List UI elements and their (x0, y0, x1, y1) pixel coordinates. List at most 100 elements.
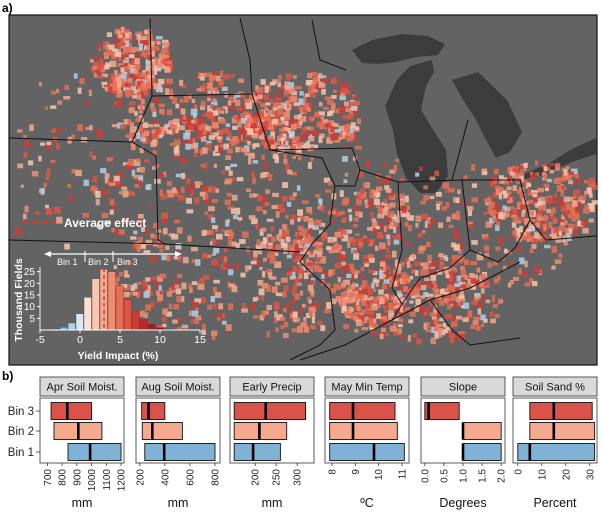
crop-pixel (382, 208, 388, 216)
crop-pixel (116, 72, 124, 77)
crop-pixel (261, 198, 266, 206)
crop-pixel (379, 313, 385, 317)
crop-pixel (219, 79, 224, 85)
crop-pixel (267, 242, 273, 246)
crop-pixel (201, 297, 207, 304)
crop-pixel (147, 124, 154, 128)
row-label-bin-3: Bin 3 (8, 406, 34, 418)
crop-pixel (471, 240, 478, 245)
crop-pixel (321, 119, 329, 125)
crop-pixel (522, 271, 528, 278)
crop-pixel (362, 295, 368, 301)
crop-pixel (71, 134, 76, 140)
crop-pixel (520, 173, 524, 179)
crop-pixel (234, 139, 240, 144)
crop-pixel (270, 131, 275, 136)
crop-pixel (591, 200, 598, 205)
crop-pixel (266, 331, 270, 338)
crop-pixel (241, 105, 246, 112)
crop-pixel (120, 82, 125, 88)
crop-pixel (151, 48, 157, 53)
crop-pixel (99, 58, 104, 65)
crop-pixel (369, 189, 374, 193)
crop-pixel (385, 332, 389, 337)
crop-pixel (115, 181, 122, 189)
crop-pixel (391, 296, 398, 301)
crop-pixel (418, 247, 424, 254)
inset-y-tick-label: 20 (24, 279, 36, 290)
crop-pixel (330, 136, 336, 141)
crop-pixel (285, 100, 290, 105)
crop-pixel (355, 293, 359, 301)
crop-pixel (487, 207, 493, 214)
crop-pixel (45, 173, 50, 181)
crop-pixel (460, 266, 465, 270)
crop-pixel (140, 243, 146, 249)
crop-pixel (139, 84, 145, 90)
crop-pixel (439, 299, 445, 306)
crop-pixel (230, 163, 238, 167)
crop-pixel (415, 172, 420, 177)
crop-pixel (372, 329, 376, 337)
crop-pixel (118, 54, 122, 61)
crop-pixel (244, 138, 249, 144)
crop-pixel (201, 147, 208, 154)
facet-unit-label: mm (168, 496, 189, 510)
crop-pixel (443, 322, 447, 328)
crop-pixel (379, 333, 384, 340)
crop-pixel (461, 305, 465, 309)
crop-pixel (554, 192, 558, 198)
crop-pixel (426, 217, 432, 224)
crop-pixel (330, 239, 334, 243)
crop-pixel (393, 227, 397, 234)
crop-pixel (299, 231, 303, 236)
crop-pixel (269, 257, 276, 264)
crop-pixel (119, 272, 124, 277)
crop-pixel (560, 205, 566, 212)
crop-pixel (258, 288, 265, 296)
x-tick-label: 30 (585, 469, 596, 481)
facet-header (39, 376, 125, 397)
crop-pixel (303, 235, 307, 242)
crop-pixel (520, 165, 525, 170)
crop-pixel (131, 169, 136, 177)
crop-pixel (364, 263, 369, 267)
crop-pixel (575, 173, 579, 179)
inset-x-tick-label: -5 (35, 334, 44, 346)
crop-pixel (408, 256, 415, 262)
crop-pixel (483, 318, 488, 323)
crop-pixel (349, 273, 355, 280)
crop-pixel (106, 32, 113, 37)
crop-pixel (359, 193, 367, 199)
crop-pixel (124, 89, 131, 95)
inset-y-tick-label: 25 (24, 267, 36, 278)
crop-pixel (209, 186, 217, 193)
crop-pixel (574, 181, 579, 185)
crop-pixel (364, 199, 369, 205)
crop-pixel (526, 182, 531, 187)
crop-pixel (145, 82, 151, 89)
crop-pixel (525, 229, 531, 233)
crop-pixel (159, 189, 163, 197)
crop-pixel (561, 185, 565, 190)
crop-pixel (302, 127, 307, 135)
crop-pixel (452, 286, 456, 293)
crop-pixel (221, 313, 226, 319)
crop-pixel (589, 177, 595, 185)
crop-pixel (321, 274, 325, 279)
crop-pixel (289, 250, 294, 255)
crop-pixel (466, 284, 472, 290)
crop-pixel (588, 218, 594, 223)
crop-pixel (396, 233, 403, 241)
crop-pixel (407, 335, 411, 342)
crop-pixel (321, 272, 329, 279)
crop-pixel (91, 67, 98, 73)
crop-pixel (436, 270, 443, 275)
crop-pixel (563, 239, 568, 246)
crop-pixel (388, 310, 394, 317)
crop-pixel (429, 312, 437, 317)
